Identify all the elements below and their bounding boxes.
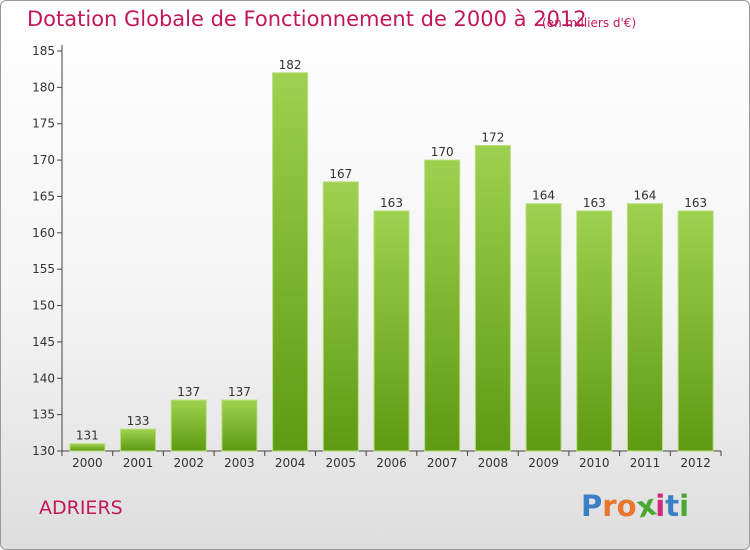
y-tick-label: 170	[32, 153, 55, 167]
proxiti-logo: Proxiti	[581, 487, 690, 524]
bar-2002	[170, 399, 207, 452]
data-label-2008: 172	[481, 131, 504, 145]
bar-2007	[424, 159, 461, 452]
data-label-2011: 164	[634, 189, 657, 203]
y-tick-label: 185	[32, 44, 55, 58]
bar-2012	[677, 210, 714, 452]
data-label-2005: 167	[329, 167, 352, 181]
logo-letter: i	[655, 489, 666, 523]
x-tick-label-2005: 2005	[326, 456, 357, 470]
logo-letter: P	[581, 489, 603, 523]
x-tick-label-2001: 2001	[123, 456, 154, 470]
x-tick-label-2002: 2002	[173, 456, 204, 470]
chart-title: Dotation Globale de Fonctionnement de 20…	[27, 7, 587, 31]
bar-2009	[525, 203, 562, 452]
logo-letter: r	[602, 489, 617, 523]
data-labels: 131 133 137 137 182 167 163 170 172 164 163 164 163	[76, 58, 707, 443]
bar-2011	[626, 203, 663, 452]
x-tick-label-2012: 2012	[680, 456, 711, 470]
logo-letter: t	[665, 489, 680, 523]
bar-2003	[221, 399, 258, 452]
bar-2000	[69, 443, 106, 452]
data-label-2010: 163	[583, 196, 606, 210]
x-tick-label-2010: 2010	[579, 456, 610, 470]
data-label-2006: 163	[380, 196, 403, 210]
y-tick-label: 140	[32, 371, 55, 385]
chart-subtitle: (en milliers d'€)	[542, 16, 637, 30]
y-tick-label: 130	[32, 444, 55, 458]
y-tick-label: 155	[32, 262, 55, 276]
y-tick-label: 165	[32, 189, 55, 203]
x-tick-label-2008: 2008	[478, 456, 509, 470]
data-label-2000: 131	[76, 429, 99, 443]
bar-2001	[120, 428, 157, 452]
data-label-2012: 163	[684, 196, 707, 210]
x-tick-label-2006: 2006	[376, 456, 407, 470]
x-tick-label-2000: 2000	[72, 456, 103, 470]
data-label-2001: 133	[127, 414, 150, 428]
y-tick-label: 180	[32, 80, 55, 94]
y-tick-label: 145	[32, 335, 55, 349]
data-label-2003: 137	[228, 385, 251, 399]
data-label-2004: 182	[279, 58, 302, 72]
data-label-2007: 170	[431, 145, 454, 159]
logo-letter: i	[679, 489, 690, 523]
y-tick-label: 135	[32, 408, 55, 422]
y-tick-label: 175	[32, 117, 55, 131]
x-tick-label-2004: 2004	[275, 456, 306, 470]
y-tick-label: 160	[32, 226, 55, 240]
bar-2006	[373, 210, 410, 452]
bar-2004	[272, 72, 309, 452]
axes: 130 135 140 145 150 155 160 165 170 175 180 185 2000…	[32, 44, 722, 470]
bar-2005	[322, 181, 359, 452]
y-tick-label: 150	[32, 299, 55, 313]
bar-2008	[474, 145, 511, 452]
data-label-2002: 137	[177, 385, 200, 399]
x-tick-label-2009: 2009	[528, 456, 559, 470]
data-label-2009: 164	[532, 189, 555, 203]
logo-letter: o	[616, 489, 637, 523]
bar-2010	[576, 210, 613, 452]
x-tick-label-2003: 2003	[224, 456, 255, 470]
x-tick-label-2007: 2007	[427, 456, 458, 470]
x-tick-label-2011: 2011	[630, 456, 661, 470]
bars	[69, 72, 714, 452]
commune-name: ADRIERS	[39, 497, 123, 519]
